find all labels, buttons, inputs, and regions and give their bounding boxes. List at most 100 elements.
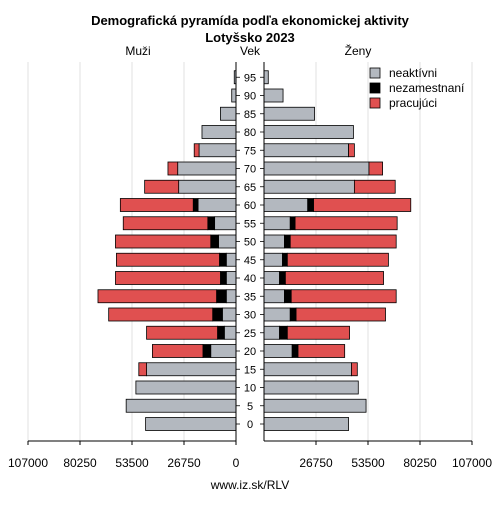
- bar-male-employed-40: [115, 271, 221, 285]
- bar-male-inactive-90: [231, 88, 237, 103]
- x-tick-label-left: 0: [233, 456, 240, 470]
- bar-male-employed-65: [144, 179, 180, 194]
- legend-label-employed: pracujúci: [389, 96, 437, 110]
- age-tick-label: 30: [244, 310, 256, 322]
- bar-male-employed-45: [116, 252, 220, 267]
- bar-female-inactive-50: [263, 234, 285, 249]
- age-tick-label: 70: [244, 164, 256, 176]
- bar-female-employed-45: [286, 252, 389, 267]
- bar-female-employed-55: [294, 216, 398, 231]
- legend-label-unemployed: nezamestnaní: [389, 81, 465, 95]
- x-tick-label-right: 26750: [299, 456, 333, 470]
- x-tick-label-left: 107000: [8, 456, 48, 470]
- bar-female-unemployed-35: [284, 289, 292, 304]
- bar-male-inactive-0: [145, 417, 237, 431]
- age-tick-label: 65: [244, 182, 256, 194]
- bar-female-inactive-35: [263, 289, 285, 304]
- age-label: Vek: [240, 44, 261, 58]
- bar-male-inactive-40: [225, 271, 237, 285]
- chart-subtitle: Lotyšsko 2023: [205, 30, 295, 45]
- age-tick-label: 95: [244, 72, 256, 84]
- bar-female-employed-75: [348, 143, 355, 158]
- bar-male-inactive-15: [146, 362, 237, 377]
- bar-male-employed-25: [146, 325, 218, 340]
- bar-female-employed-70: [368, 161, 383, 176]
- age-tick-label: 80: [244, 127, 256, 139]
- bar-male-inactive-70: [177, 161, 237, 176]
- bar-male-inactive-20: [210, 344, 237, 358]
- bar-male-unemployed-25: [217, 325, 225, 340]
- bar-male-inactive-60: [197, 198, 237, 212]
- bar-female-unemployed-30: [289, 307, 297, 322]
- bar-male-employed-50: [115, 234, 212, 249]
- bar-male-employed-15: [138, 362, 147, 377]
- x-tick-label-left: 53500: [115, 456, 149, 470]
- bar-female-inactive-85: [263, 106, 315, 121]
- age-tick-label: 85: [244, 109, 256, 121]
- bar-female-employed-35: [290, 289, 397, 304]
- age-tick-label: 10: [244, 383, 256, 395]
- legend-swatch-employed: [369, 97, 381, 109]
- bar-male-employed-55: [122, 216, 209, 231]
- bar-male-inactive-45: [225, 252, 237, 267]
- bar-female-inactive-75: [263, 143, 349, 158]
- bar-male-employed-20: [152, 344, 204, 358]
- bar-female-inactive-60: [263, 198, 309, 212]
- axes: 107000 80250 53500 26750 0 26750 53500 80250 107…: [8, 62, 492, 470]
- bar-female-inactive-15: [263, 362, 352, 377]
- bar-male-unemployed-20: [202, 344, 212, 358]
- bar-male-employed-75: [193, 143, 200, 158]
- bar-male-inactive-10: [135, 380, 237, 395]
- bar-female-inactive-45: [263, 252, 283, 267]
- bar-male-inactive-85: [220, 106, 237, 121]
- bar-male-employed-30: [108, 307, 214, 322]
- female-label: Ženy: [345, 43, 372, 58]
- bar-female-unemployed-20: [291, 344, 299, 358]
- bar-female-inactive-65: [263, 179, 355, 194]
- bar-male-inactive-75: [198, 143, 237, 158]
- x-tick-label-right: 53500: [351, 456, 385, 470]
- chart-title: Demografická pyramída podľa ekonomickej …: [91, 13, 410, 28]
- age-labels: 0 5 10 15 20 25 30 35 40 45 50 55 60 65 70 75 80 85 90 95: [236, 72, 264, 431]
- bars: [97, 70, 412, 431]
- bar-male-unemployed-30: [212, 307, 223, 322]
- bar-male-unemployed-60: [192, 198, 199, 212]
- bar-male-inactive-50: [218, 234, 237, 249]
- bar-female-employed-60: [313, 198, 412, 212]
- bar-male-unemployed-40: [220, 271, 227, 285]
- age-tick-label: 60: [244, 200, 256, 212]
- age-tick-label: 90: [244, 91, 256, 103]
- age-tick-label: 50: [244, 237, 256, 249]
- bar-female-inactive-90: [263, 88, 284, 103]
- bar-female-inactive-25: [263, 325, 280, 340]
- legend-label-inactive: neaktívni: [389, 66, 437, 80]
- bar-female-unemployed-55: [289, 216, 296, 231]
- bar-female-inactive-30: [263, 307, 291, 322]
- bar-female-unemployed-25: [279, 325, 288, 340]
- bar-female-unemployed-50: [284, 234, 291, 249]
- bar-male-inactive-35: [225, 289, 237, 304]
- age-tick-label: 5: [247, 401, 253, 413]
- bar-male-unemployed-35: [216, 289, 227, 304]
- bar-female-employed-15: [351, 362, 358, 377]
- bar-female-inactive-40: [263, 271, 280, 285]
- legend-swatch-unemployed: [369, 82, 381, 94]
- bar-male-inactive-80: [201, 125, 237, 139]
- age-tick-label: 20: [244, 346, 256, 358]
- age-tick-label: 40: [244, 273, 256, 285]
- age-tick-label: 45: [244, 255, 256, 267]
- age-tick-label: 35: [244, 291, 256, 303]
- bar-female-inactive-10: [263, 380, 359, 395]
- legend-swatch-inactive: [369, 67, 381, 79]
- bar-female-employed-25: [286, 325, 350, 340]
- bar-female-unemployed-60: [307, 198, 314, 212]
- bar-male-employed-35: [97, 289, 217, 304]
- bar-female-inactive-0: [263, 417, 349, 431]
- bar-female-employed-65: [353, 179, 396, 194]
- bar-male-employed-70: [167, 161, 179, 176]
- bar-female-inactive-20: [263, 344, 293, 358]
- bar-female-employed-40: [284, 271, 384, 285]
- bar-female-employed-30: [295, 307, 386, 322]
- bar-female-employed-20: [297, 344, 346, 358]
